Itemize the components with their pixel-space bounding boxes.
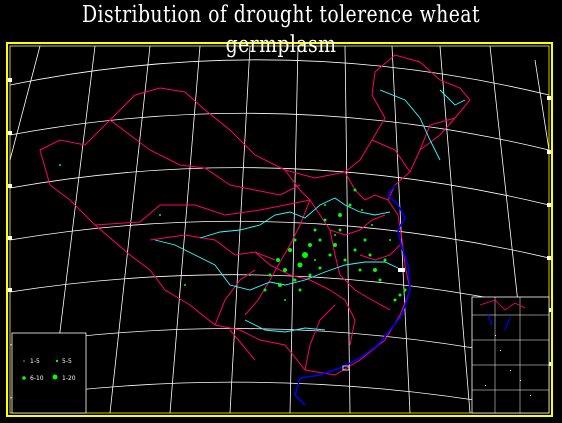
legend-marker-4 (52, 374, 58, 380)
map-frame (6, 42, 553, 417)
rivers (154, 89, 466, 333)
legend-marker-1 (23, 360, 25, 362)
graticule (9, 45, 550, 414)
map-frame-inner (9, 45, 550, 414)
legend-marker-2 (55, 359, 59, 363)
location-marker-2 (342, 365, 350, 371)
province-borders (39, 54, 471, 376)
map-title: Distribution of drought tolerence wheat … (82, 2, 480, 58)
legend-marker-3 (22, 376, 26, 380)
legend-label-2: 5-5 (62, 358, 72, 365)
location-marker (398, 268, 405, 272)
legend-label-4: 1-20 (62, 375, 76, 382)
germplasm-points (59, 164, 407, 302)
legend-label-1: 1-5 (30, 358, 40, 365)
south-china-sea-inset (471, 296, 550, 414)
legend-label-3: 6-10 (30, 375, 44, 382)
legend: 1-5 5-5 6-10 1-20 (11, 332, 87, 414)
